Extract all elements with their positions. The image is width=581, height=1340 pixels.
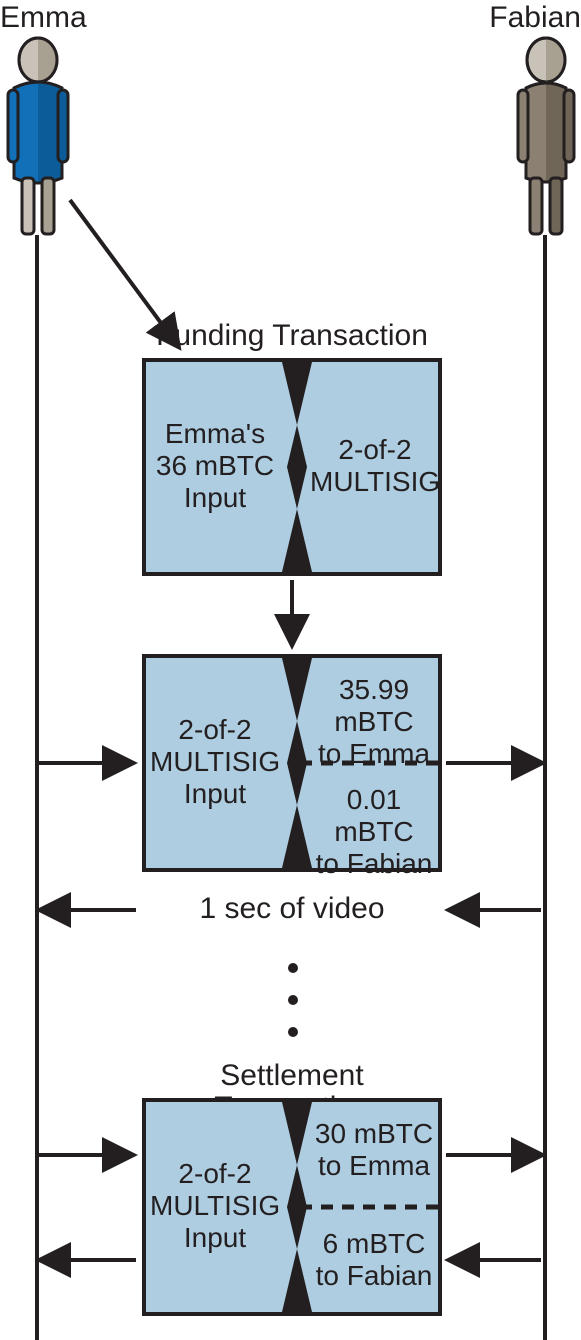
box-settlement: 2-of-2MULTISIGInput 30 mBTCto Emma 6 mBT… — [142, 1098, 442, 1316]
funding-left-text: Emma's36 mBTCInput — [150, 418, 280, 515]
fabian-icon — [518, 38, 574, 234]
funding-right-text: 2-of-2MULTISIG — [310, 434, 440, 498]
box-commitment: 2-of-2MULTISIGInput 35.99 mBTCto Emma 0.… — [142, 654, 442, 872]
participant-label-emma: Emma — [0, 2, 90, 34]
ellipsis-dot — [288, 1027, 298, 1037]
settlement-right-bottom: 6 mBTCto Fabian — [306, 1228, 442, 1292]
title-funding: Funding Transaction — [142, 320, 442, 352]
ellipsis-dot — [288, 995, 298, 1005]
mid-label: 1 sec of video — [142, 893, 442, 925]
box-funding: Emma's36 mBTCInput 2-of-2MULTISIG — [142, 358, 442, 576]
settlement-left-text: 2-of-2MULTISIGInput — [150, 1158, 280, 1255]
commitment-left-text: 2-of-2MULTISIGInput — [150, 714, 280, 811]
ellipsis-dot — [288, 963, 298, 973]
commitment-right-top: 35.99 mBTCto Emma — [306, 674, 442, 771]
settlement-right-top: 30 mBTCto Emma — [306, 1118, 442, 1182]
commitment-right-bottom: 0.01 mBTCto Fabian — [306, 784, 442, 881]
emma-icon — [8, 38, 68, 234]
participant-label-fabian: Fabian — [471, 2, 581, 34]
